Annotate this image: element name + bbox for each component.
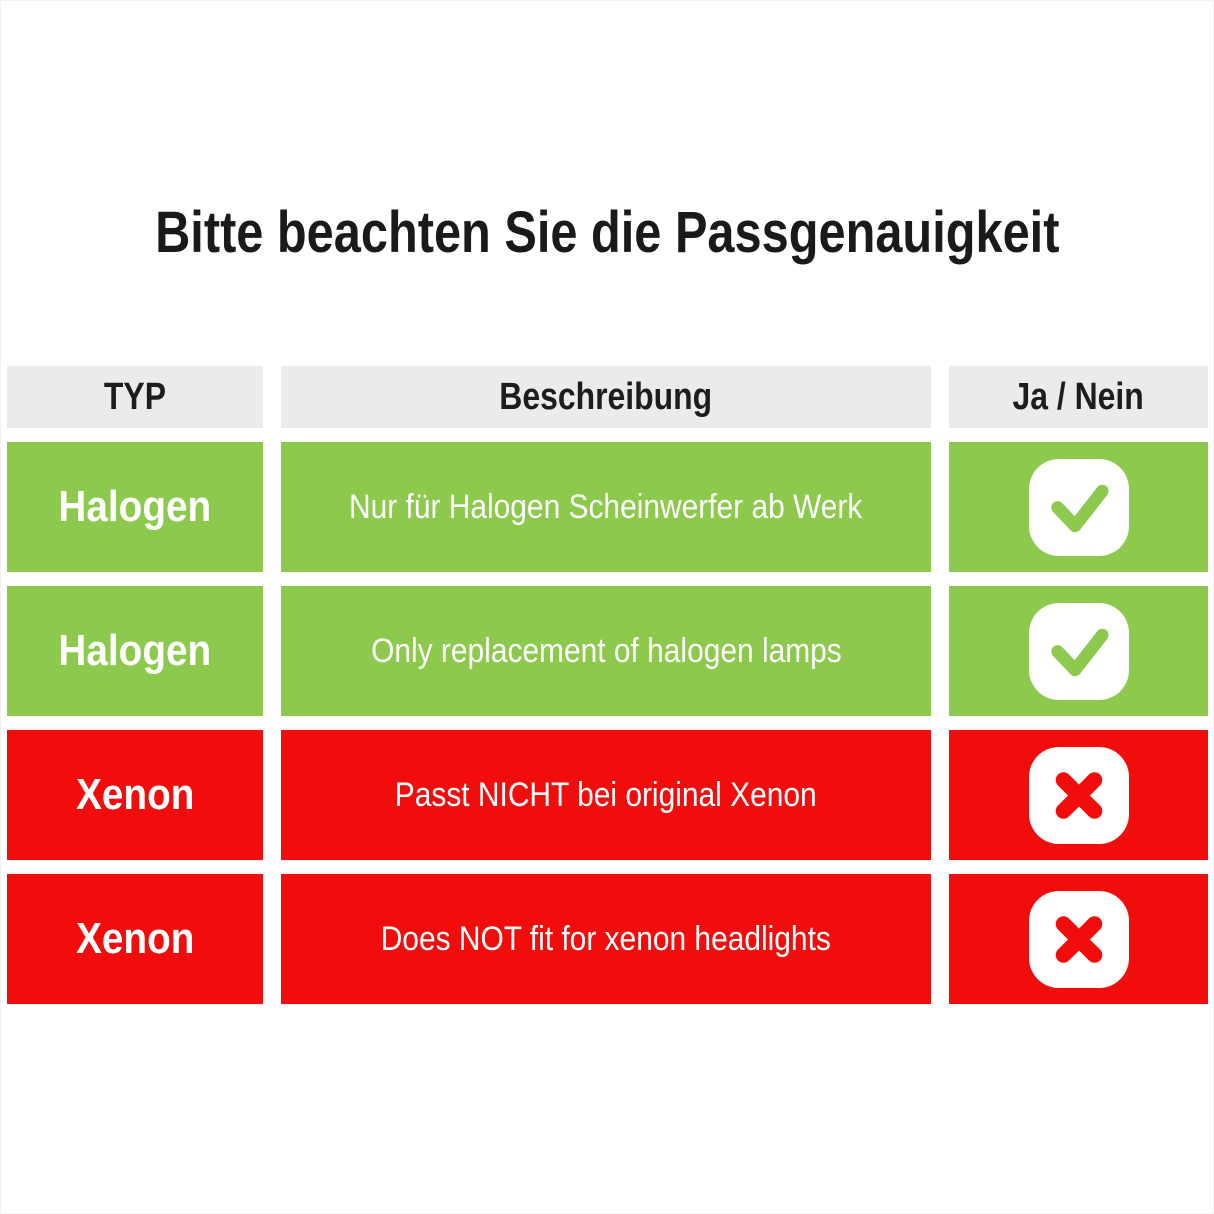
verdict-cell	[949, 586, 1208, 716]
cross-icon	[1028, 746, 1129, 844]
column-header-beschreibung: Beschreibung	[281, 366, 931, 428]
verdict-cell	[949, 730, 1208, 860]
check-icon	[1028, 458, 1129, 556]
column-header-typ: TYP	[7, 366, 263, 428]
verdict-cell	[949, 874, 1208, 1004]
type-cell: Halogen	[7, 442, 263, 572]
description-cell: Nur für Halogen Scheinwerfer ab Werk	[281, 442, 931, 572]
cross-icon	[1028, 890, 1129, 988]
page-title-text: Bitte beachten Sie die Passgenauigkeit	[154, 200, 1060, 265]
check-icon	[1028, 602, 1129, 700]
type-cell: Halogen	[7, 586, 263, 716]
page-title: Bitte beachten Sie die Passgenauigkeit	[1, 199, 1213, 266]
description-cell: Only replacement of halogen lamps	[281, 586, 931, 716]
type-cell: Xenon	[7, 874, 263, 1004]
description-cell: Does NOT fit for xenon headlights	[281, 874, 931, 1004]
description-cell: Passt NICHT bei original Xenon	[281, 730, 931, 860]
type-cell: Xenon	[7, 730, 263, 860]
verdict-cell	[949, 442, 1208, 572]
compatibility-table: TYP Beschreibung Ja / Nein Halogen Nur f…	[7, 366, 1208, 1004]
column-header-ja-nein: Ja / Nein	[949, 366, 1208, 428]
